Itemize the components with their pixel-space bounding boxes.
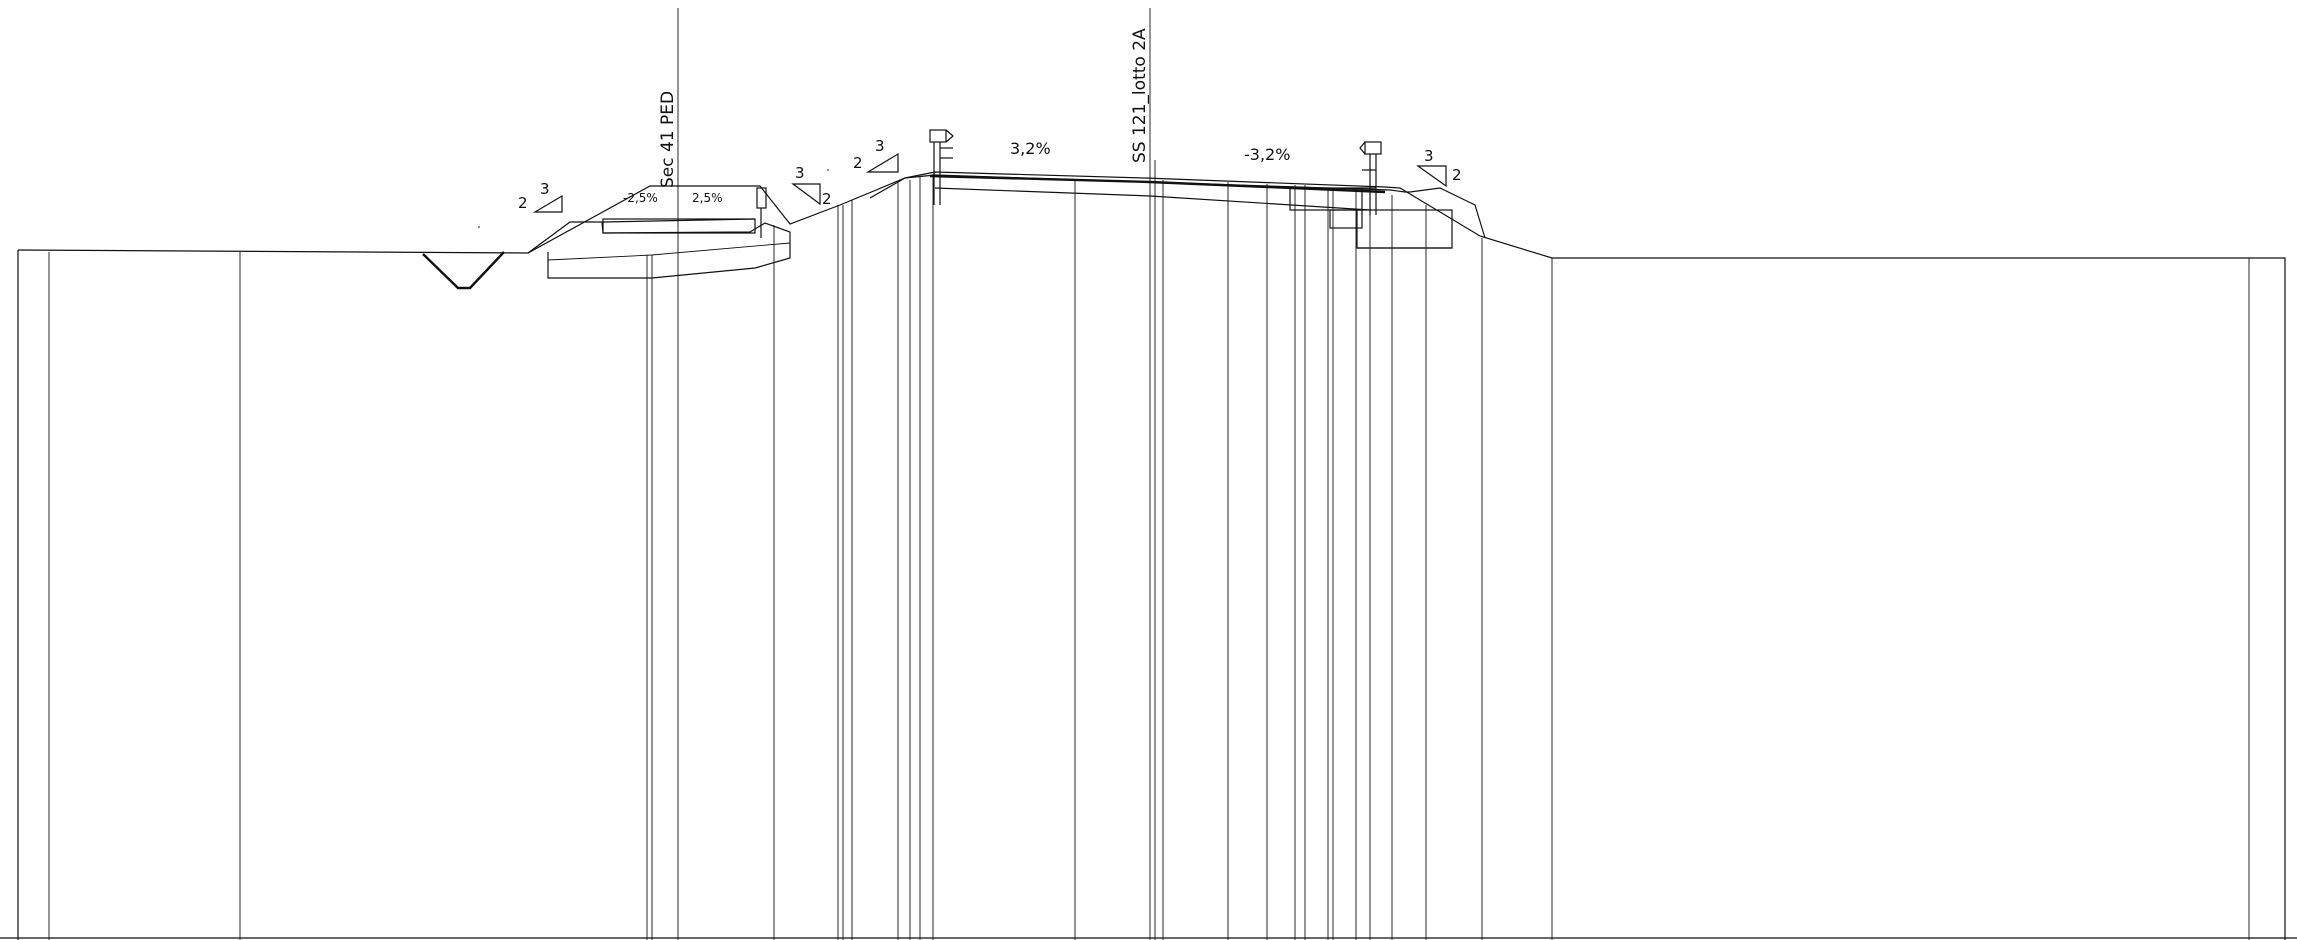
slope-symbol-2: 3 2 — [791, 164, 832, 208]
slope-label-left-road: 3,2% — [1010, 139, 1051, 158]
svg-text:3: 3 — [1424, 147, 1434, 165]
slope-symbol-1: 3 2 — [518, 180, 563, 213]
svg-text:2: 2 — [822, 190, 832, 208]
vertical-grid-lines — [48, 174, 2250, 940]
survey-dot — [478, 226, 480, 228]
pedestrian-path — [527, 187, 791, 279]
slope-symbol-4: 3 2 — [1416, 147, 1462, 188]
right-barrier — [1359, 141, 1382, 215]
svg-text:2: 2 — [1452, 166, 1462, 184]
slope-label-left-ped: -2,5% — [623, 191, 658, 205]
slope-symbol-3: 3 2 — [853, 137, 899, 173]
slope-label-right-ped: 2,5% — [692, 191, 723, 205]
section-axis-lines — [677, 8, 1156, 940]
ground-profile — [0, 171, 2297, 940]
section-label-ss121: SS 121_lotto 2A — [1130, 28, 1150, 163]
survey-dot — [827, 169, 829, 171]
section-label-sec41: Sec 41 PED — [658, 91, 678, 188]
svg-text:3: 3 — [795, 164, 805, 182]
svg-text:3: 3 — [540, 180, 550, 198]
svg-text:2: 2 — [518, 194, 528, 212]
svg-text:3: 3 — [875, 137, 885, 155]
drainage-ditch — [422, 251, 505, 290]
left-barrier — [929, 129, 954, 205]
road-platform — [869, 174, 1486, 249]
svg-text:2: 2 — [853, 154, 863, 172]
slope-label-right-road: -3,2% — [1244, 145, 1290, 164]
